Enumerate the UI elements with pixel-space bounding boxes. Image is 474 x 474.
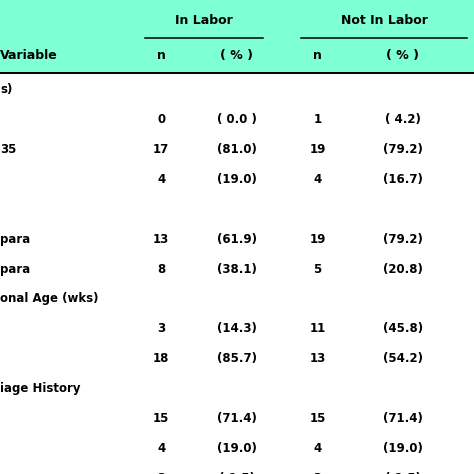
Text: 13: 13 [153, 233, 169, 246]
Text: (71.4): (71.4) [217, 412, 257, 425]
Text: para: para [0, 263, 30, 275]
Text: 3: 3 [157, 322, 165, 335]
Text: 15: 15 [310, 412, 326, 425]
Text: s): s) [0, 83, 12, 96]
Text: 4: 4 [313, 442, 322, 455]
Text: 0: 0 [157, 113, 165, 126]
Text: (85.7): (85.7) [217, 352, 257, 365]
Text: (20.8): (20.8) [383, 263, 423, 275]
Text: (19.0): (19.0) [217, 442, 257, 455]
Text: (19.0): (19.0) [217, 173, 257, 186]
Text: 15: 15 [153, 412, 169, 425]
Text: onal Age (wks): onal Age (wks) [0, 292, 99, 305]
Text: (14.3): (14.3) [217, 322, 257, 335]
Text: 4: 4 [157, 442, 165, 455]
Text: ( 0.0 ): ( 0.0 ) [217, 113, 257, 126]
Text: 19: 19 [310, 233, 326, 246]
Text: (38.1): (38.1) [217, 263, 257, 275]
Text: (81.0): (81.0) [217, 143, 257, 156]
Text: (45.8): (45.8) [383, 322, 423, 335]
Text: (79.2): (79.2) [383, 143, 423, 156]
Text: ( 4.2): ( 4.2) [385, 113, 421, 126]
Text: ( % ): ( % ) [220, 49, 254, 63]
Text: (61.9): (61.9) [217, 233, 257, 246]
Text: 18: 18 [153, 352, 169, 365]
Text: n: n [157, 49, 165, 63]
Text: ( 9.5): ( 9.5) [385, 472, 421, 474]
Text: In Labor: In Labor [175, 14, 233, 27]
Bar [0, 0, 474, 73]
Text: 19: 19 [310, 143, 326, 156]
Text: 11: 11 [310, 322, 326, 335]
Text: (71.4): (71.4) [383, 412, 423, 425]
Text: iage History: iage History [0, 382, 81, 395]
Text: Not In Labor: Not In Labor [340, 14, 428, 27]
Text: 8: 8 [157, 263, 165, 275]
Text: n: n [313, 49, 322, 63]
Text: (79.2): (79.2) [383, 233, 423, 246]
Text: 5: 5 [313, 263, 322, 275]
Text: 13: 13 [310, 352, 326, 365]
Text: 17: 17 [153, 143, 169, 156]
Text: ( % ): ( % ) [386, 49, 419, 63]
Text: 4: 4 [313, 173, 322, 186]
Text: ( 9.5): ( 9.5) [219, 472, 255, 474]
Text: 2: 2 [313, 472, 322, 474]
Text: 1: 1 [313, 113, 322, 126]
Text: (16.7): (16.7) [383, 173, 423, 186]
Text: (54.2): (54.2) [383, 352, 423, 365]
Text: 35: 35 [0, 143, 17, 156]
Text: 2: 2 [157, 472, 165, 474]
Text: 4: 4 [157, 173, 165, 186]
Text: (19.0): (19.0) [383, 442, 423, 455]
Text: para: para [0, 233, 30, 246]
Text: Variable: Variable [0, 49, 58, 63]
